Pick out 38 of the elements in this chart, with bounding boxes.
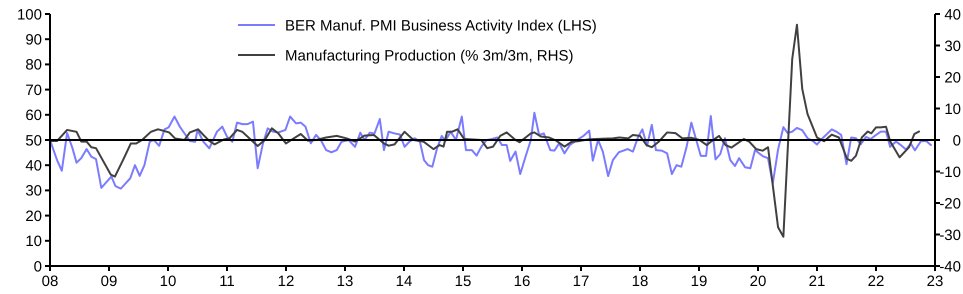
x-tick-label: 23 [926, 273, 944, 290]
legend-label: BER Manuf. PMI Business Activity Index (LHS) [285, 17, 597, 34]
x-tick-label: 17 [572, 273, 590, 290]
x-tick-label: 13 [336, 273, 354, 290]
x-tick-label: 16 [514, 273, 530, 290]
y-tick-label: 30 [25, 182, 42, 200]
y-tick-label: 50 [25, 132, 42, 150]
y-tick-label: 80 [25, 56, 42, 74]
x-tick-label: 09 [100, 273, 118, 290]
y-tick-label: 60 [25, 107, 42, 124]
legend-label: Manufacturing Production (% 3m/3m, RHS) [285, 47, 574, 64]
x-tick-label: 15 [454, 273, 472, 290]
y2-tick-label: 30 [944, 38, 961, 55]
y-tick-label: 0 [34, 258, 42, 276]
y2-tick-label: 0 [952, 132, 961, 150]
x-tick-label: 12 [278, 273, 294, 290]
y2-tick-label: -20 [939, 195, 961, 212]
y-tick-label: 90 [25, 31, 42, 48]
x-tick-label: 10 [160, 273, 176, 290]
y2-tick-label: 10 [944, 100, 961, 118]
x-tick-label: 08 [42, 273, 58, 290]
y2-tick-label: -40 [939, 258, 961, 276]
x-tick-label: 20 [750, 273, 766, 290]
x-tick-label: 21 [808, 273, 826, 290]
y2-tick-label: 20 [944, 69, 961, 86]
y2-tick-label: -10 [939, 164, 961, 181]
y-tick-label: 70 [25, 82, 42, 99]
x-tick-label: 19 [690, 273, 708, 290]
y2-tick-label: -30 [939, 226, 961, 244]
x-tick-label: 11 [219, 273, 235, 290]
y-tick-label: 100 [16, 6, 42, 24]
y2-tick-label: 40 [944, 6, 961, 24]
y-tick-label: 10 [25, 233, 42, 250]
x-tick-label: 14 [396, 273, 412, 290]
x-tick-label: 22 [868, 273, 884, 290]
y-tick-label: 40 [25, 157, 42, 174]
y-tick-label: 20 [25, 208, 42, 225]
x-tick-label: 18 [632, 273, 648, 290]
